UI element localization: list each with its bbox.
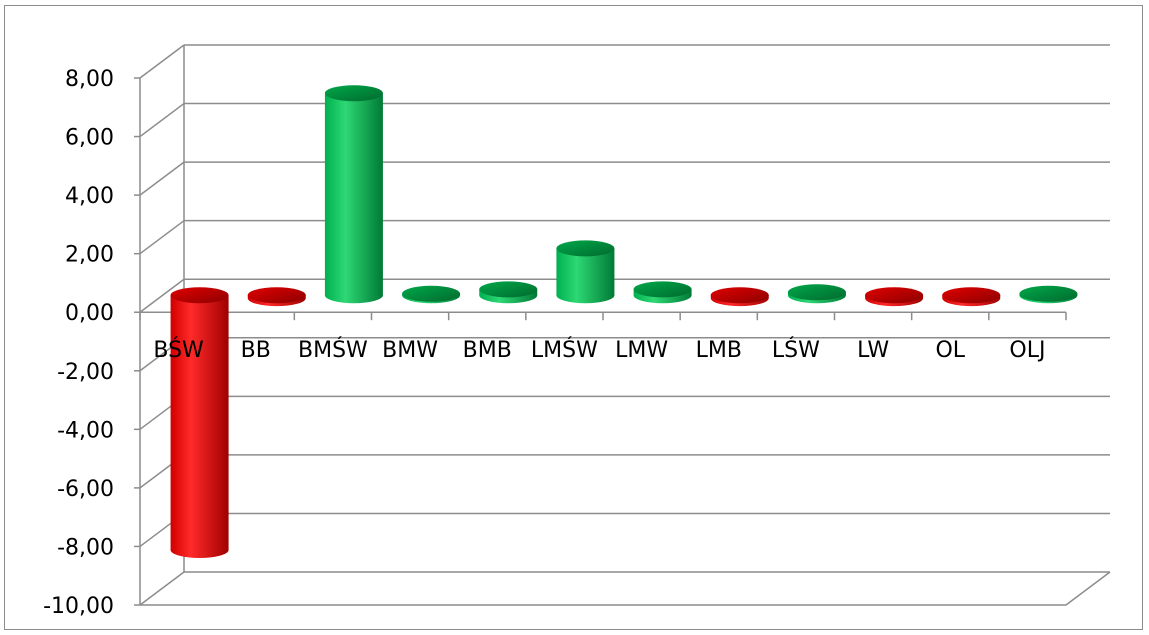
bar [710, 287, 769, 307]
x-tick-label: OL [935, 338, 965, 363]
gridline-depth [139, 571, 185, 606]
x-tick-label: BMW [382, 338, 438, 363]
bar [324, 85, 383, 304]
y-tick-label: 8,00 [65, 67, 114, 92]
x-tick-label: LW [857, 338, 889, 363]
y-tick-label: -8,00 [57, 535, 114, 560]
grid-layer [139, 44, 1110, 606]
y-tick-label: -6,00 [57, 477, 114, 502]
x-tick-label: LMŚW [531, 337, 598, 363]
x-tick-label: BŚW [153, 337, 204, 363]
bar [170, 287, 229, 558]
gridline-depth [139, 220, 185, 255]
bar [865, 287, 924, 307]
bar-body [170, 295, 229, 558]
floor-edge [140, 571, 1111, 606]
y-tick-label: -10,00 [43, 594, 114, 619]
gridline-depth [139, 278, 185, 313]
bar-cap [556, 240, 615, 257]
bar-cap [1019, 285, 1078, 302]
axis-layer [134, 45, 1111, 606]
x-tick-label: OLJ [1009, 338, 1045, 363]
bar [787, 284, 846, 304]
bar-cap [170, 287, 229, 304]
bar-cap [942, 287, 1001, 304]
bar-layer [170, 85, 1078, 558]
y-tick-label: 0,00 [65, 301, 114, 326]
bar [633, 281, 692, 304]
bar-cap [402, 285, 461, 302]
bar-cap [710, 287, 769, 304]
bar-cap [247, 287, 306, 304]
bar [247, 287, 306, 307]
bar [556, 240, 615, 304]
bar-cap [479, 281, 538, 298]
bar-body [324, 93, 383, 304]
x-tick-label: LMB [696, 338, 742, 363]
bar-cap [865, 287, 924, 304]
bar-cap [324, 85, 383, 102]
gridline-depth [139, 44, 185, 79]
x-tick-label: BMB [463, 338, 512, 363]
x-tick-label: BB [241, 338, 271, 363]
bar [1019, 285, 1078, 304]
bar [479, 281, 538, 304]
x-tick-label: BMŚW [298, 337, 368, 363]
y-tick-label: 6,00 [65, 126, 114, 151]
x-tick-label: LMW [615, 338, 668, 363]
x-tick-label: LŚW [772, 337, 820, 363]
bar [402, 285, 461, 304]
bar-body [556, 248, 615, 304]
y-tick-label: 2,00 [65, 243, 114, 268]
gridline-depth [139, 161, 185, 196]
bar [942, 287, 1001, 307]
label-layer: 8,00 6,00 4,00 2,00 0,00 -2,00 -4,00 -6,00 -8,00… [43, 67, 1045, 619]
y-tick-label: -2,00 [57, 360, 114, 385]
bar-cap [633, 281, 692, 298]
y-tick-label: 4,00 [65, 184, 114, 209]
bar-cap [787, 284, 846, 301]
y-tick-label: -4,00 [57, 418, 114, 443]
gridline-depth [139, 102, 185, 138]
